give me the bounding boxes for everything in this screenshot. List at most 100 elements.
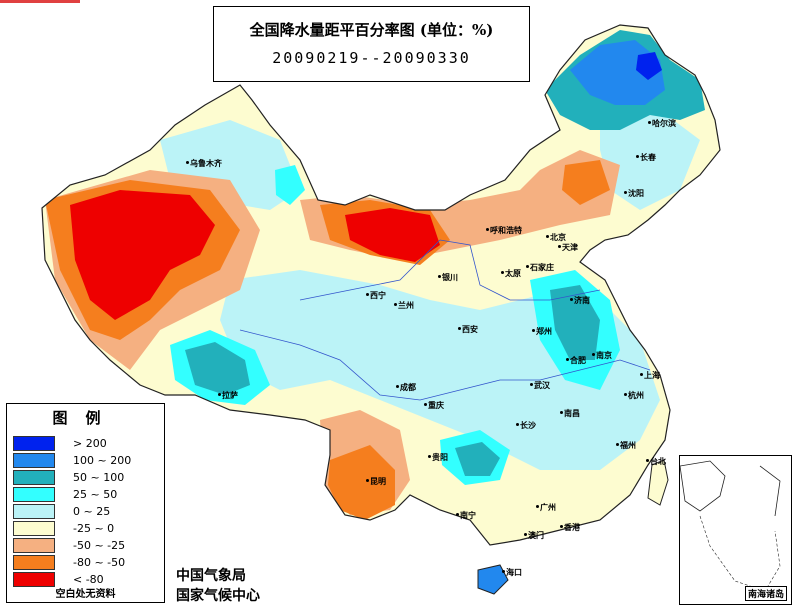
legend-swatch xyxy=(13,504,55,519)
city-label: 武汉 xyxy=(534,381,550,390)
city-label: 银川 xyxy=(442,273,458,282)
zone-minus80-50-yunnan xyxy=(328,445,395,520)
city-dot xyxy=(516,423,519,426)
city-label: 香港 xyxy=(564,523,580,532)
zone-lt-minus80-north xyxy=(345,208,440,262)
city-label: 哈尔滨 xyxy=(652,119,676,128)
legend-label: -25 ~ 0 xyxy=(73,522,115,535)
city-dot xyxy=(502,570,505,573)
city-label: 海口 xyxy=(506,568,522,577)
city-dot xyxy=(546,235,549,238)
yangtze-river xyxy=(239,329,651,401)
city-label: 长春 xyxy=(640,153,656,162)
city-dot xyxy=(648,121,651,124)
city-dot xyxy=(456,513,459,516)
city-label: 天津 xyxy=(562,243,578,252)
legend-item: < -80 xyxy=(13,572,163,587)
legend-label: 100 ~ 200 xyxy=(73,454,132,467)
legend-item: 100 ~ 200 xyxy=(13,453,163,468)
taiwan-island xyxy=(647,459,669,506)
legend-label: 50 ~ 100 xyxy=(73,471,125,484)
city-dot xyxy=(186,161,189,164)
city-dot xyxy=(570,298,573,301)
legend-swatch xyxy=(13,555,55,570)
legend-label: -80 ~ -50 xyxy=(73,556,126,569)
legend-label: 25 ~ 50 xyxy=(73,488,118,501)
city-dot xyxy=(624,191,627,194)
city-label: 台北 xyxy=(650,457,666,466)
city-label: 拉萨 xyxy=(222,391,238,400)
legend-item: -25 ~ 0 xyxy=(13,521,163,536)
city-label: 贵阳 xyxy=(432,453,448,462)
city-label: 福州 xyxy=(620,441,636,450)
legend-item: -80 ~ -50 xyxy=(13,555,163,570)
city-label: 杭州 xyxy=(628,391,644,400)
legend-swatch xyxy=(13,487,55,502)
city-dot xyxy=(458,327,461,330)
city-label: 呼和浩特 xyxy=(490,226,522,235)
city-dot xyxy=(530,383,533,386)
legend-title: 图例 xyxy=(52,409,119,427)
inset-label: 南海诸岛 xyxy=(744,586,787,601)
city-dot xyxy=(592,353,595,356)
city-label: 乌鲁木齐 xyxy=(190,159,222,168)
city-dot xyxy=(526,265,529,268)
city-label: 长沙 xyxy=(520,421,536,430)
city-dot xyxy=(424,403,427,406)
city-label: 重庆 xyxy=(428,401,444,410)
city-label: 上海 xyxy=(644,371,660,380)
legend-label: -50 ~ -25 xyxy=(73,539,126,552)
yellow-river xyxy=(299,239,601,301)
city-dot xyxy=(536,505,539,508)
city-dot xyxy=(438,275,441,278)
city-label: 广州 xyxy=(540,503,556,512)
zone-0-25-northeast xyxy=(600,110,700,210)
city-dot xyxy=(560,411,563,414)
zone-50-100-east xyxy=(550,285,600,360)
legend-swatch xyxy=(13,538,55,553)
city-label: 沈阳 xyxy=(628,189,644,198)
south-china-sea-inset: 南海诸岛 xyxy=(679,455,792,605)
legend-item: -50 ~ -25 xyxy=(13,538,163,553)
city-label: 成都 xyxy=(400,383,416,392)
city-dot xyxy=(624,393,627,396)
title-box: 全国降水量距平百分率图 (单位：%) 20090219--20090330 xyxy=(213,6,530,82)
city-label: 北京 xyxy=(550,233,566,242)
legend-label: > 200 xyxy=(73,437,107,450)
city-dot xyxy=(501,271,504,274)
city-dot xyxy=(218,393,221,396)
date-range: 20090219--20090330 xyxy=(272,49,471,67)
legend: 图例 > 200 100 ~ 200 50 ~ 100 25 ~ 50 0 ~ 25 -2… xyxy=(6,403,165,603)
inset-map xyxy=(680,460,781,592)
city-label: 兰州 xyxy=(398,301,414,310)
zone-25-50-xinjiang xyxy=(275,165,305,205)
legend-note: 空白处无资料 xyxy=(55,589,116,600)
legend-item: 0 ~ 25 xyxy=(13,504,163,519)
city-label: 昆明 xyxy=(370,477,386,486)
legend-swatch xyxy=(13,436,55,451)
map-title: 全国降水量距平百分率图 (单位：%) xyxy=(249,21,494,39)
city-label: 西安 xyxy=(462,325,478,334)
city-label: 南京 xyxy=(596,351,612,360)
city-label: 南宁 xyxy=(460,511,476,520)
city-dot xyxy=(560,525,563,528)
agency-ncc: 国家气候中心 xyxy=(176,588,260,604)
city-dot xyxy=(486,228,489,231)
legend-swatch xyxy=(13,521,55,536)
city-label: 澳门 xyxy=(528,531,544,540)
city-label: 石家庄 xyxy=(530,263,554,272)
legend-item: > 200 xyxy=(13,436,163,451)
city-dot xyxy=(640,373,643,376)
legend-item: 25 ~ 50 xyxy=(13,487,163,502)
city-dot xyxy=(366,479,369,482)
city-dot xyxy=(524,533,527,536)
legend-label: 0 ~ 25 xyxy=(73,505,111,518)
city-dot xyxy=(566,358,569,361)
city-label: 济南 xyxy=(574,296,590,305)
zone-gt-200-northeast xyxy=(636,52,662,80)
city-dot xyxy=(646,459,649,462)
city-label: 太原 xyxy=(505,269,521,278)
city-dot xyxy=(532,329,535,332)
